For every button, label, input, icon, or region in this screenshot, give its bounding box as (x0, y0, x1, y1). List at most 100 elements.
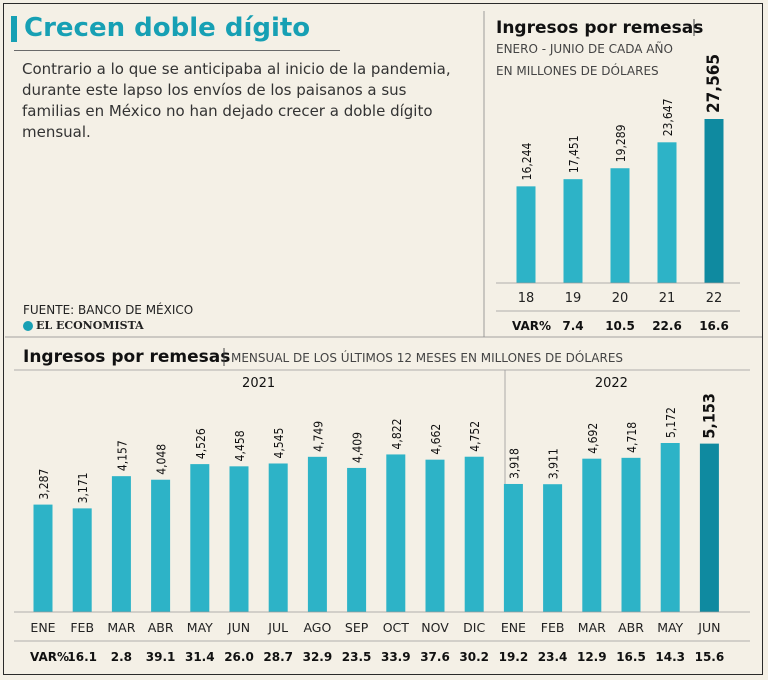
chart2-title: Ingresos por remesas (23, 347, 230, 367)
chart2-var-value-14: 12.9 (577, 650, 607, 664)
chart2-bar-8 (347, 467, 367, 612)
chart2-value-label-6: 4,545 (272, 428, 286, 459)
chart2-year-label-2022: 2022 (595, 376, 628, 391)
chart2-category-label-15: ABR (618, 620, 644, 635)
chart1-subtitle-line-1: ENERO - JUNIO DE CADA AÑO (496, 41, 673, 56)
chart2-value-label-1: 3,171 (76, 472, 90, 503)
title-accent-bar (11, 16, 17, 42)
chart1-var-value-20: 10.5 (605, 319, 635, 333)
chart2-bar-0 (33, 504, 53, 612)
chart2-category-label-13: FEB (541, 620, 565, 635)
chart2-category-label-17: JUN (697, 620, 720, 635)
chart2-var-value-12: 19.2 (499, 650, 529, 664)
chart2-bar-9 (386, 454, 406, 612)
chart1-subtitle-line-2: EN MILLONES DE DÓLARES (496, 63, 659, 78)
chart1-bar-19 (563, 179, 583, 283)
chart1-bar-18 (516, 186, 536, 283)
chart2-var-value-16: 14.3 (655, 650, 685, 664)
chart2-category-label-5: JUN (227, 620, 250, 635)
chart2-category-label-6: JUL (267, 620, 288, 635)
chart1-category-label-19: 19 (565, 291, 582, 306)
headline: Crecen doble dígito (24, 13, 311, 43)
chart2-value-label-17: 5,153 (699, 393, 718, 439)
chart1-bar-22 (704, 119, 724, 283)
chart2-subtitle: MENSUAL DE LOS ÚLTIMOS 12 MESES EN MILLO… (231, 350, 623, 365)
chart2-year-label-2021: 2021 (242, 376, 275, 391)
chart1-var-label: VAR% (512, 319, 551, 333)
chart2-value-label-4: 4,526 (194, 428, 208, 459)
chart2-category-label-16: MAY (657, 620, 683, 635)
chart2-bar-12 (503, 483, 523, 612)
chart2-var-value-1: 16.1 (67, 650, 97, 664)
chart2-category-label-9: OCT (383, 620, 410, 635)
chart2-value-label-9: 4,822 (390, 419, 404, 450)
chart2-var-value-5: 26.0 (224, 650, 254, 664)
chart2-category-label-11: DIC (463, 620, 485, 635)
chart2-category-label-0: ENE (30, 620, 55, 635)
chart2-bar-4 (190, 464, 210, 612)
chart2-var-value-15: 16.5 (616, 650, 646, 664)
chart2-bar-17 (699, 443, 719, 612)
chart2-bar-15 (621, 457, 641, 612)
logo-text: EL ECONOMISTA (36, 319, 144, 332)
chart2-bar-10 (425, 459, 445, 612)
chart2-bar-5 (229, 466, 249, 612)
chart2-bar-13 (543, 484, 563, 612)
chart2-var-value-8: 23.5 (342, 650, 372, 664)
chart1-bar-21 (657, 142, 677, 283)
chart2-var-value-3: 39.1 (146, 650, 176, 664)
chart2-var-value-9: 33.9 (381, 650, 411, 664)
chart2-value-label-3: 4,048 (155, 444, 169, 475)
chart2-category-label-14: MAR (578, 620, 606, 635)
intro-text: Contrario a lo que se anticipaba al inic… (22, 60, 451, 141)
chart1-var-value-19: 7.4 (562, 319, 583, 333)
chart1-var-value-21: 22.6 (652, 319, 682, 333)
chart2-value-label-12: 3,918 (507, 448, 521, 479)
chart2-value-label-13: 3,911 (547, 448, 561, 479)
chart2-value-label-0: 3,287 (37, 469, 51, 500)
chart2-var-value-10: 37.6 (420, 650, 450, 664)
chart2-category-label-8: SEP (345, 620, 369, 635)
chart2-value-label-8: 4,409 (351, 432, 365, 463)
chart2-value-label-5: 4,458 (233, 430, 247, 461)
chart2-var-value-11: 30.2 (459, 650, 489, 664)
chart2-value-label-2: 4,157 (115, 440, 129, 471)
chart2-var-value-13: 23.4 (538, 650, 568, 664)
publisher-logo: EL ECONOMISTA (23, 319, 144, 332)
chart2-bar-1 (72, 508, 92, 612)
chart2-category-label-1: FEB (70, 620, 94, 635)
chart2-var-label: VAR% (30, 650, 69, 664)
chart2-category-label-3: ABR (148, 620, 174, 635)
chart1-category-label-21: 21 (659, 291, 676, 306)
chart2-value-label-14: 4,692 (586, 423, 600, 454)
chart2-category-label-12: ENE (501, 620, 526, 635)
chart2-category-label-10: NOV (421, 620, 449, 635)
logo-globe-icon (23, 320, 33, 331)
chart1-category-label-18: 18 (518, 291, 535, 306)
chart2-bar-14 (582, 458, 602, 612)
chart1-value-label-18: 16,244 (520, 142, 534, 180)
chart2-value-label-15: 4,718 (625, 422, 639, 453)
headline-rule (14, 50, 340, 51)
chart1-bar-20 (610, 168, 630, 283)
chart2-value-label-10: 4,662 (429, 424, 443, 455)
chart2-var-value-6: 28.7 (263, 650, 293, 664)
chart2-category-label-7: AGO (303, 620, 331, 635)
chart2-value-label-11: 4,752 (468, 421, 482, 452)
chart2-bar-6 (268, 463, 288, 612)
chart1-value-label-19: 17,451 (567, 135, 581, 173)
chart2-var-value-4: 31.4 (185, 650, 215, 664)
chart2-bar-16 (660, 443, 680, 612)
infographic-frame (3, 3, 763, 675)
chart1-value-label-20: 19,289 (614, 124, 628, 162)
chart2-value-label-16: 5,172 (664, 407, 678, 438)
chart2-value-label-7: 4,749 (311, 421, 325, 452)
chart1-var-value-22: 16.6 (699, 319, 729, 333)
chart2-var-value-17: 15.6 (695, 650, 725, 664)
source-note: FUENTE: BANCO DE MÉXICO (23, 303, 194, 317)
chart2-var-value-2: 2.8 (111, 650, 132, 664)
chart2-bar-2 (111, 476, 131, 612)
chart2-bar-7 (307, 456, 327, 612)
